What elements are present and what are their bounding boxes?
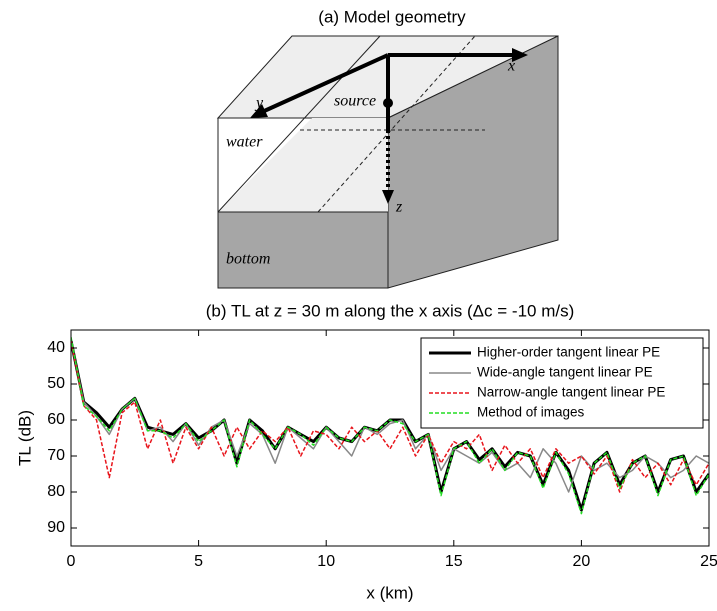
x-label: x (507, 58, 515, 75)
y-tick-label: 40 (47, 339, 65, 356)
slope-face (218, 118, 388, 212)
slope-edge (217, 35, 381, 213)
z-arrow-head (382, 190, 394, 204)
bottom-face (217, 211, 389, 289)
x-tick-label: 10 (317, 553, 335, 570)
y-tick-label: 90 (47, 519, 65, 536)
x-axis-label: x (km) (366, 583, 413, 602)
x-tick-label: 20 (573, 553, 591, 570)
y-label: y (254, 95, 264, 112)
y-tick-label: 60 (47, 411, 65, 428)
legend-label: Wide-angle tangent linear PE (477, 365, 653, 380)
z-label: z (395, 199, 403, 216)
source-label: source (334, 93, 376, 110)
y-tick-label: 50 (47, 375, 65, 392)
legend-label: Narrow-angle tangent linear PE (477, 385, 665, 400)
x-tick-label: 5 (194, 553, 203, 570)
plot-frame (70, 329, 710, 547)
source-dot (383, 98, 393, 108)
chart-title: (b) TL at z = 30 m along the x axis (Δc … (206, 301, 575, 320)
y-arrow-head (250, 104, 268, 118)
y-tick-label: 80 (47, 483, 65, 500)
y-tick-label: 70 (47, 447, 65, 464)
water-label: water (226, 134, 263, 151)
x-tick-label: 25 (700, 553, 717, 570)
series-line (71, 340, 709, 493)
bottom-label: bottom (226, 251, 270, 268)
x-tick-label: 0 (67, 553, 76, 570)
tl-chart: (b) TL at z = 30 m along the x axis (Δc … (15, 301, 717, 602)
legend-label: Higher-order tangent linear PE (477, 345, 660, 360)
slope-dashed (317, 35, 476, 213)
legend-label: Method of images (477, 405, 585, 420)
x-tick-label: 15 (445, 553, 463, 570)
diagram-title: (a) Model geometry (318, 7, 466, 26)
x-arrow-head (512, 48, 528, 62)
series-line (71, 337, 709, 515)
geometry-diagram: (a) Model geometry x y z source water bo… (216, 7, 559, 289)
y-axis-label: TL (dB) (15, 410, 34, 466)
y-arrow (261, 53, 389, 114)
